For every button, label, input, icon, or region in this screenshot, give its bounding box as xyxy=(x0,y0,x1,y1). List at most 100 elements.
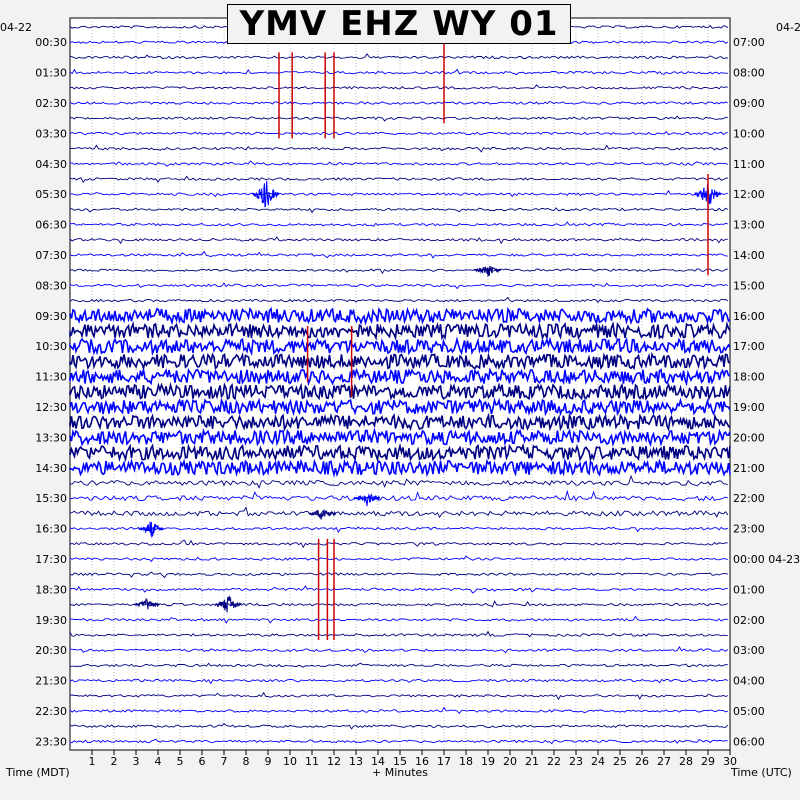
trace-row xyxy=(69,236,728,245)
trace-row xyxy=(69,84,728,90)
x-tick-label: 3 xyxy=(133,755,140,768)
right-time-label: 09:00 xyxy=(733,97,765,110)
trace-row xyxy=(69,282,728,290)
trace-row xyxy=(69,53,728,60)
trace-row xyxy=(69,722,729,730)
left-time-label: 00:30 xyxy=(35,36,67,49)
x-tick-label: 4 xyxy=(155,755,162,768)
x-tick-label: 9 xyxy=(265,755,272,768)
trace-row xyxy=(69,738,728,745)
left-time-label: 06:30 xyxy=(35,219,67,232)
right-time-label: 02:00 xyxy=(733,614,765,627)
left-time-label: 20:30 xyxy=(35,644,67,657)
trace-row xyxy=(69,221,728,227)
event-burst xyxy=(353,493,381,507)
x-tick-label: 24 xyxy=(591,755,605,768)
trace-row xyxy=(69,506,729,519)
left-time-label: 23:30 xyxy=(35,735,67,748)
trace-row xyxy=(69,646,729,654)
trace-row xyxy=(69,691,728,701)
trace-row xyxy=(69,412,731,432)
left-time-label: 14:30 xyxy=(35,462,67,475)
trace-row xyxy=(69,706,728,715)
trace-row xyxy=(69,321,731,341)
right-time-label: 00:00 04-23 xyxy=(733,553,800,566)
right-time-label: 18:00 xyxy=(733,371,765,384)
right-time-label: 22:00 xyxy=(733,492,765,505)
event-burst xyxy=(252,180,280,208)
x-tick-label: 25 xyxy=(613,755,627,768)
event-burst xyxy=(309,508,337,520)
x-tick-label: 19 xyxy=(481,755,495,768)
trace-row xyxy=(69,306,731,326)
trace-row xyxy=(69,144,729,153)
x-tick-label: 10 xyxy=(283,755,297,768)
x-tick-label: 26 xyxy=(635,755,649,768)
left-time-label: 07:30 xyxy=(35,249,67,262)
right-time-label: 12:00 xyxy=(733,188,765,201)
x-tick-label: 13 xyxy=(349,755,363,768)
trace-row xyxy=(69,68,728,76)
left-time-label: 16:30 xyxy=(35,523,67,536)
x-axis-title: + Minutes xyxy=(372,766,429,779)
x-tick-label: 1 xyxy=(89,755,96,768)
trace-row xyxy=(69,615,728,624)
trace-row xyxy=(69,397,731,417)
trace-row xyxy=(69,630,728,638)
trace-row xyxy=(69,189,728,198)
trace-row xyxy=(69,250,728,259)
x-tick-label: 6 xyxy=(199,755,206,768)
right-time-label: 17:00 xyxy=(733,340,765,353)
right-axis-title: Time (UTC) xyxy=(731,766,792,779)
left-axis-title: Time (MDT) xyxy=(6,766,70,779)
left-time-label: 05:30 xyxy=(35,188,67,201)
trace-row xyxy=(69,207,729,214)
x-tick-label: 5 xyxy=(177,755,184,768)
right-time-label: 01:00 xyxy=(733,583,765,596)
left-time-label: 04:30 xyxy=(35,158,67,171)
x-tick-label: 18 xyxy=(459,755,473,768)
right-time-label: 07:00 xyxy=(733,36,765,49)
left-time-label: 13:30 xyxy=(35,431,67,444)
trace-row xyxy=(69,367,731,387)
right-time-label: 10:00 xyxy=(733,127,765,140)
trace-row xyxy=(69,555,729,563)
left-time-label: 21:30 xyxy=(35,675,67,688)
x-tick-label: 17 xyxy=(437,755,451,768)
left-time-label: 09:30 xyxy=(35,310,67,323)
trace-row xyxy=(69,268,728,275)
x-tick-label: 14 xyxy=(371,755,385,768)
x-tick-label: 21 xyxy=(525,755,539,768)
x-tick-label: 7 xyxy=(221,755,228,768)
right-time-label: 06:00 xyxy=(733,735,765,748)
trace-row xyxy=(69,442,731,463)
x-tick-label: 27 xyxy=(657,755,671,768)
trace-row xyxy=(69,571,728,579)
trace-row xyxy=(69,539,728,549)
trace-row xyxy=(69,526,728,534)
right-time-label: 05:00 xyxy=(733,705,765,718)
x-tick-label: 29 xyxy=(701,755,715,768)
date-right-label: 04-2 xyxy=(776,21,800,34)
right-time-label: 14:00 xyxy=(733,249,765,262)
trace-row xyxy=(69,474,729,489)
left-time-label: 17:30 xyxy=(35,553,67,566)
left-time-label: 18:30 xyxy=(35,583,67,596)
left-time-label: 15:30 xyxy=(35,492,67,505)
event-burst xyxy=(137,521,165,538)
trace-row xyxy=(69,100,728,105)
trace-row xyxy=(69,678,729,685)
trace-row xyxy=(69,160,729,167)
event-burst xyxy=(214,595,242,613)
right-time-label: 19:00 xyxy=(733,401,765,414)
x-tick-label: 11 xyxy=(305,755,319,768)
left-time-label: 03:30 xyxy=(35,127,67,140)
right-time-label: 03:00 xyxy=(733,644,765,657)
trace-row xyxy=(69,457,731,478)
left-time-label: 11:30 xyxy=(35,371,67,384)
right-time-label: 16:00 xyxy=(733,310,765,323)
trace-row xyxy=(69,130,728,136)
right-time-label: 11:00 xyxy=(733,158,765,171)
trace-row xyxy=(69,427,731,448)
